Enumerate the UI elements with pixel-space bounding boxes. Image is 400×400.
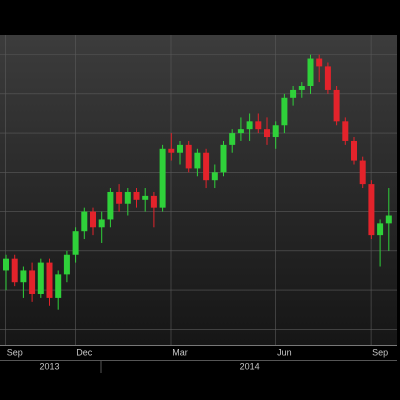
year-label: 2013 (39, 361, 59, 371)
candle-body (159, 148, 166, 208)
candle-body (255, 121, 262, 130)
candle-body (11, 258, 18, 283)
candle-body (81, 211, 88, 232)
candle-body (211, 172, 218, 181)
candle-body (385, 215, 392, 224)
x-tick-label: Sep (7, 347, 23, 357)
candle-body (281, 97, 288, 126)
candle-body (177, 144, 183, 153)
candle-body (377, 223, 384, 236)
candle-body (307, 58, 314, 87)
candle-body (298, 86, 305, 90)
candle-body (98, 219, 105, 228)
candle-body (203, 152, 210, 181)
candle-body (333, 89, 340, 122)
candle-body (116, 191, 123, 204)
x-tick-label: Mar (172, 347, 188, 357)
candle-body (316, 58, 323, 67)
candle-body (63, 254, 70, 275)
candle-body (72, 231, 79, 255)
candle-body (150, 195, 157, 208)
x-tick-label: Sep (372, 347, 388, 357)
candle-body (359, 160, 366, 185)
candle-body (142, 195, 149, 200)
candle-body (90, 211, 96, 228)
candle-body (368, 184, 375, 236)
candle-body (290, 89, 297, 98)
candle-body (229, 133, 236, 145)
candle-body (3, 258, 9, 271)
candle-body (246, 121, 253, 130)
candle-body (37, 262, 44, 294)
x-tick-label: Dec (76, 347, 93, 357)
candle-body (237, 129, 244, 134)
candle-body (272, 125, 279, 138)
x-tick-label: Jun (277, 347, 292, 357)
candle-body (124, 191, 131, 204)
year-label: 2014 (240, 361, 260, 371)
candle-body (168, 148, 175, 153)
candle-body (133, 191, 140, 200)
candle-body (324, 66, 331, 90)
candle-body (46, 262, 53, 298)
candle-body (194, 152, 201, 169)
candle-body (107, 191, 114, 220)
plot-area (0, 35, 397, 345)
candle-body (29, 270, 36, 294)
candle-body (220, 144, 227, 173)
candle-body (20, 270, 27, 283)
candle-body (351, 140, 357, 161)
candle-body (264, 129, 270, 138)
candle-body (55, 274, 62, 298)
candle-body (185, 144, 192, 169)
candle-body (342, 121, 349, 141)
